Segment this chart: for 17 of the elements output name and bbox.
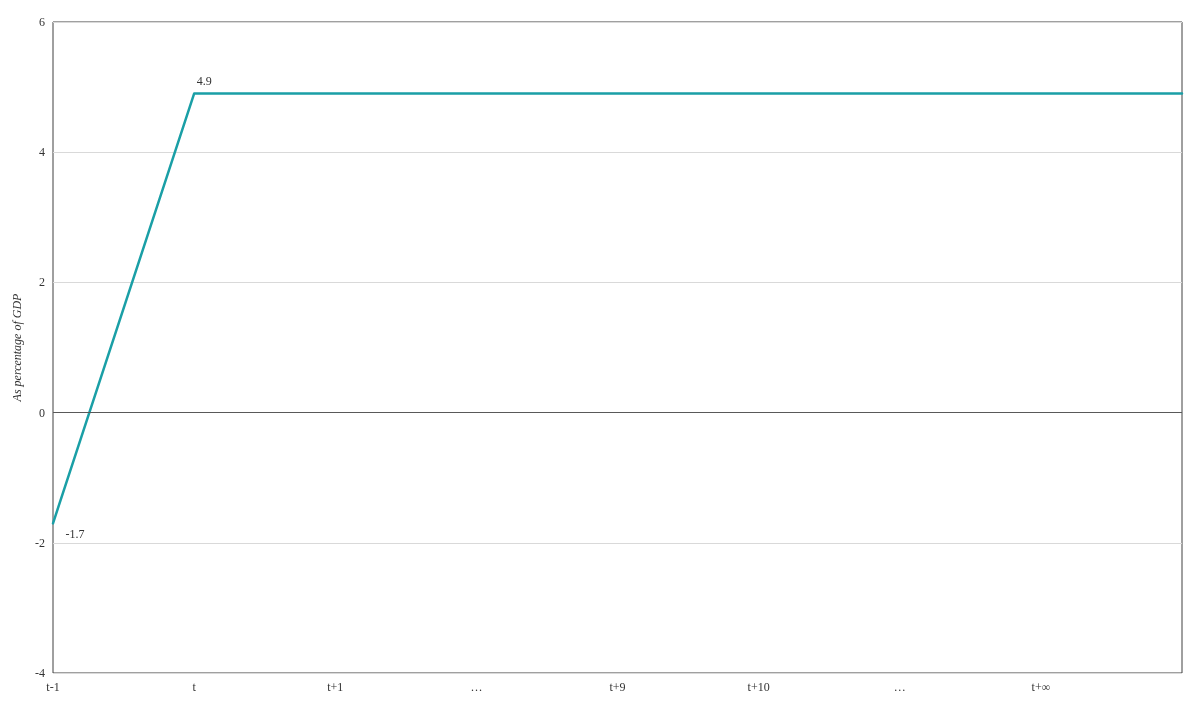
x-tick-label: t+1	[327, 680, 344, 694]
y-tick-label: -2	[35, 535, 45, 550]
x-tick-label: t	[192, 680, 197, 694]
x-tick-label: t-1	[46, 680, 60, 694]
x-tick-label: …	[470, 680, 483, 694]
x-tick-label: t+∞	[1031, 680, 1051, 694]
x-tick-label: t+10	[747, 680, 770, 694]
y-tick-label: 0	[39, 405, 45, 420]
data-label: -1.7	[65, 527, 85, 542]
y-axis-title: As percentage of GDP	[10, 292, 24, 403]
y-tick-label: 4	[39, 145, 45, 160]
y-tick-label: -4	[35, 666, 45, 680]
x-tick-label: t+9	[609, 680, 626, 694]
x-tick-label: …	[893, 680, 906, 694]
y-tick-label: 2	[39, 275, 45, 290]
y-tick-label: 6	[39, 15, 45, 29]
data-label: 4.9	[196, 73, 212, 88]
